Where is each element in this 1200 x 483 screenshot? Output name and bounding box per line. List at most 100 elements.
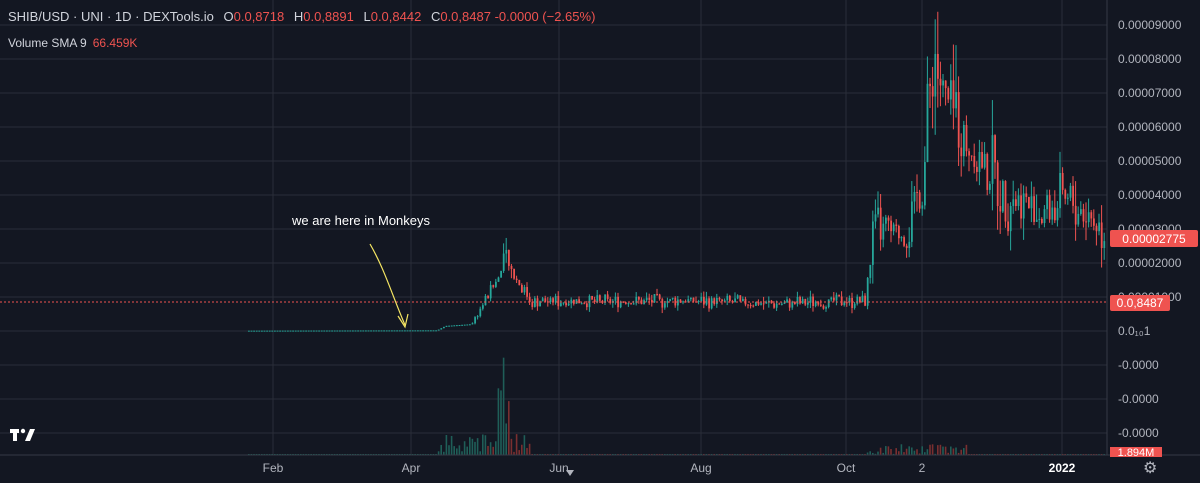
candle-body — [679, 299, 682, 303]
volume-badge-text: 1.894M — [1118, 447, 1155, 459]
volume-bar — [918, 453, 921, 455]
gear-icon[interactable]: ⚙ — [1143, 460, 1158, 477]
volume-bar — [487, 445, 489, 455]
candle-body — [788, 299, 791, 308]
annotation-text: we are here in Monkeys — [292, 213, 431, 228]
time-axis: Feb Apr Jun Aug Oct 2 2022 — [263, 461, 1076, 475]
candle-body — [773, 303, 775, 308]
candle-body — [398, 330, 401, 332]
candle-body — [560, 303, 562, 307]
volume-bar — [440, 444, 442, 455]
candle-body — [606, 294, 609, 299]
candle-body — [310, 330, 313, 332]
tradingview-logo-icon[interactable] — [8, 425, 38, 445]
candle-body — [1095, 225, 1098, 232]
open-label: O — [223, 9, 234, 24]
candle-body — [461, 324, 463, 326]
candle-body — [752, 305, 755, 307]
volume-bar — [872, 452, 874, 455]
candle-body — [1087, 212, 1090, 223]
volume-bar — [957, 452, 960, 455]
candle-body — [791, 301, 794, 308]
candle-body — [840, 296, 843, 306]
candle-body — [664, 303, 666, 308]
candle-body — [921, 205, 924, 209]
candle-body — [814, 302, 817, 306]
candle-body — [1007, 221, 1009, 232]
candle-body — [370, 330, 372, 332]
candle-body — [911, 201, 913, 242]
candle-body — [276, 330, 279, 332]
candle-body — [994, 135, 996, 163]
candle-body — [391, 330, 393, 332]
candle-body — [320, 330, 323, 332]
candle-body — [1015, 199, 1017, 207]
candle-body — [409, 330, 411, 332]
candle-body — [765, 302, 768, 304]
change-value: -0.0000 (−2.65%) — [494, 9, 596, 24]
candle-body — [989, 183, 991, 190]
candle-body — [271, 330, 274, 332]
volume-bar — [924, 452, 926, 455]
candle-body — [661, 299, 664, 308]
candle-body — [445, 325, 448, 327]
volume-bar — [898, 451, 900, 455]
candle-body — [440, 328, 443, 330]
candle-body — [266, 330, 268, 332]
candle-body — [372, 330, 375, 332]
candle-body — [991, 135, 994, 184]
candle-body — [253, 330, 255, 332]
candle-body — [1009, 206, 1012, 232]
candle-body — [1072, 185, 1074, 206]
candle-body — [630, 303, 632, 305]
candle-body — [1090, 212, 1093, 219]
candle-body — [747, 304, 749, 306]
candle-body — [877, 207, 879, 215]
candle-body — [1017, 195, 1020, 207]
candle-body — [281, 330, 284, 332]
volume-bar — [955, 447, 957, 455]
candle-body — [482, 305, 484, 309]
volume-bar — [890, 448, 892, 455]
candle-body — [1077, 213, 1080, 225]
candle-body — [890, 220, 892, 232]
volume-bar — [458, 445, 461, 455]
volume-bar — [950, 446, 952, 455]
candle-body — [1103, 241, 1106, 249]
volume-bar — [895, 448, 897, 455]
candle-body — [617, 296, 619, 308]
volume-bar — [489, 442, 492, 455]
volume-bar — [510, 438, 513, 455]
volume-bar — [505, 423, 507, 455]
time-tick-label: 2 — [919, 461, 926, 475]
candle-body — [1051, 207, 1054, 220]
symbol-title[interactable]: SHIB/USD · UNI · 1D · DEXTools.io — [8, 9, 214, 24]
candle-body — [838, 294, 840, 297]
candle-body — [1056, 208, 1059, 221]
candle-body — [924, 162, 926, 206]
candle-body — [682, 301, 684, 303]
candle-body — [354, 330, 357, 332]
candle-body — [856, 296, 859, 304]
candle-body — [380, 330, 383, 332]
candle-body — [1093, 218, 1095, 226]
candle-body — [739, 295, 742, 302]
candle-body — [690, 297, 692, 300]
candle-body — [822, 305, 825, 309]
candle-body — [591, 295, 593, 300]
candle-body — [638, 296, 640, 300]
volume-value: 66.459K — [92, 36, 138, 50]
candle-body — [487, 296, 489, 299]
candle-body — [430, 330, 432, 332]
candle-body — [931, 86, 934, 97]
time-tick-label: 2022 — [1049, 461, 1076, 475]
candle-body — [541, 298, 544, 302]
price-tick-label: 0.00009000 — [1118, 18, 1182, 32]
candle-body — [466, 324, 469, 326]
last-value-badge — [1110, 295, 1170, 311]
volume-bar — [492, 446, 494, 455]
volume-label[interactable]: Volume SMA 9 — [8, 36, 87, 50]
candle-body — [705, 298, 708, 305]
candle-body — [1080, 209, 1082, 214]
